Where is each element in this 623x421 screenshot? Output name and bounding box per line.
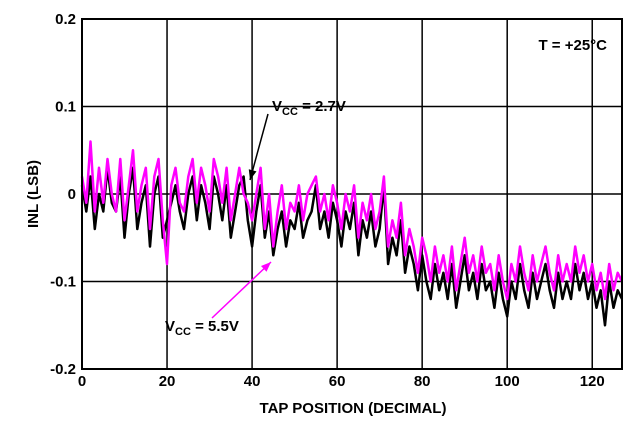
series-line-5v5 [80,140,623,301]
x-tick-label: 100 [495,373,520,390]
series-label-5v5-main: V [165,318,175,335]
temperature-annotation: T = +25°C [538,37,607,54]
x-tick-label: 40 [244,373,261,390]
y-tick-label: 0 [68,186,76,203]
y-tick-label: -0.2 [50,361,76,378]
series-lines [80,140,623,327]
x-tick-label: 60 [329,373,346,390]
tick-labels: 0 20 40 60 80 100 120 -0.2 -0.1 0 0.1 0.2 [50,11,605,390]
series-label-5v5-rest: = 5.5V [191,318,239,335]
arrow-2v7 [248,113,269,181]
x-tick-label: 0 [78,373,86,390]
annotation-arrows [211,113,272,319]
x-tick-label: 80 [414,373,431,390]
series-label-2v7-main: V [272,98,282,115]
series-label-5v5-sub: CC [175,326,191,338]
x-tick-label: 20 [159,373,176,390]
y-tick-label: 0.2 [55,11,76,28]
series-line-2v7 [80,166,623,327]
plot-frame [81,18,623,370]
series-label-2v7-rest: = 2.7V [298,98,346,115]
x-axis-label: TAP POSITION (DECIMAL) [260,400,447,417]
y-tick-label: -0.1 [50,274,76,291]
series-label-2v7-sub: CC [282,106,298,118]
arrow-5v5 [211,261,272,319]
y-axis-label: INL (LSB) [25,160,42,228]
y-tick-label: 0.1 [55,99,76,116]
x-tick-label: 120 [580,373,605,390]
series-label-2v7: VCC = 2.7V [272,98,346,118]
series-label-5v5: VCC = 5.5V [165,318,239,338]
